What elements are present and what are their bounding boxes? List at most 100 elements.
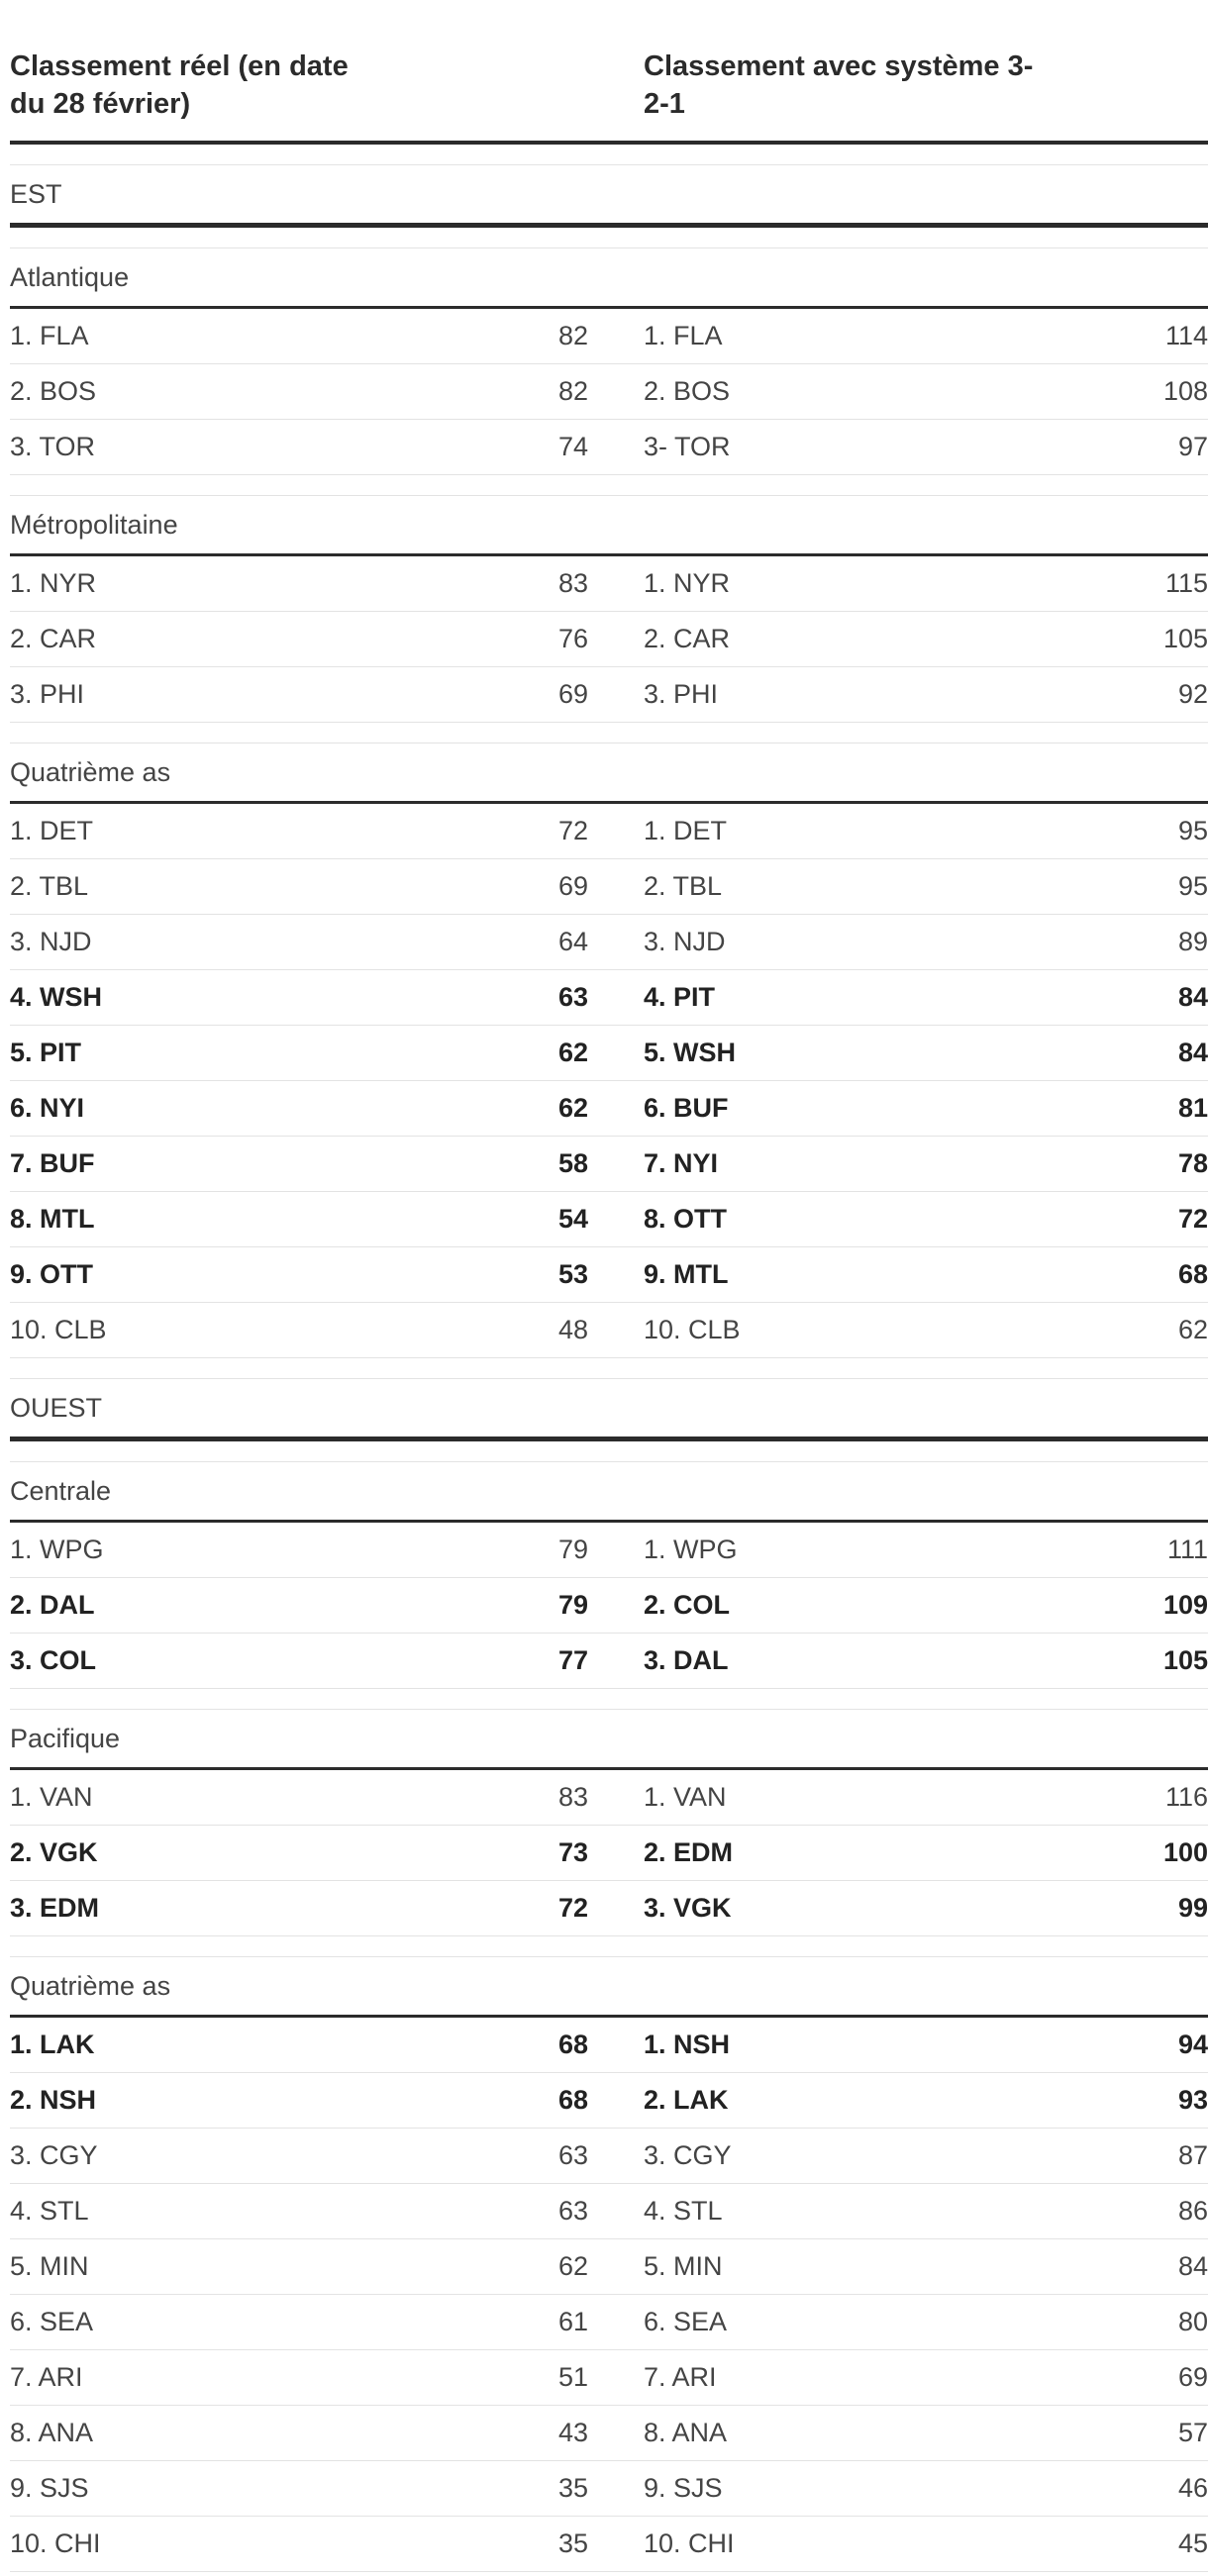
actual-team: 2. NSH: [10, 2085, 97, 2115]
system-points: 72: [1177, 1204, 1208, 1234]
actual-team: 4. WSH: [10, 982, 103, 1012]
actual-points: 63: [557, 2140, 588, 2170]
table-row: 9. SJS 35 9. SJS 46: [10, 2461, 1208, 2517]
actual-points: 63: [557, 982, 588, 1012]
system-points: 116: [1164, 1782, 1208, 1812]
table-row: 1. FLA 82 1. FLA 114: [10, 309, 1208, 364]
actual-points: 63: [557, 2196, 588, 2226]
table-row: 3. TOR 74 3- TOR 97: [10, 420, 1208, 475]
system-team: 3- TOR: [644, 432, 731, 461]
table-row: 2. DAL 79 2. COL 109: [10, 1578, 1208, 1634]
actual-team: 2. TBL: [10, 871, 89, 901]
actual-points: 82: [557, 376, 588, 406]
actual-points: 69: [557, 871, 588, 901]
system-team: 8. OTT: [644, 1204, 728, 1234]
table-row: 2. TBL 69 2. TBL 95: [10, 859, 1208, 915]
table-row: 3. NJD 64 3. NJD 89: [10, 915, 1208, 970]
system-points: 87: [1177, 2140, 1208, 2170]
system-points: 99: [1177, 1893, 1208, 1923]
table-row: 2. BOS 82 2. BOS 108: [10, 364, 1208, 420]
actual-team: 3. NJD: [10, 927, 92, 956]
system-points: 95: [1177, 871, 1208, 901]
system-points: 114: [1164, 321, 1208, 350]
table-row: 2. NSH 68 2. LAK 93: [10, 2073, 1208, 2129]
system-points: 80: [1177, 2307, 1208, 2336]
system-team: 7. NYI: [644, 1148, 719, 1178]
actual-points: 51: [557, 2362, 588, 2392]
actual-team: 10. CHI: [10, 2528, 101, 2558]
actual-points: 69: [557, 679, 588, 709]
actual-points: 35: [557, 2473, 588, 2503]
table-row: 6. SEA 61 6. SEA 80: [10, 2295, 1208, 2350]
division-heading: Atlantique: [10, 248, 1208, 309]
system-points: 92: [1177, 679, 1208, 709]
actual-team: 7. ARI: [10, 2362, 83, 2392]
system-team: 3. NJD: [644, 927, 726, 956]
system-team: 4. PIT: [644, 982, 716, 1012]
actual-team: 3. TOR: [10, 432, 96, 461]
actual-points: 79: [557, 1590, 588, 1620]
table-row: 10. CHI 35 10. CHI 45: [10, 2517, 1208, 2572]
table-row: 1. WPG 79 1. WPG 111: [10, 1523, 1208, 1578]
system-team: 6. SEA: [644, 2307, 728, 2336]
table-row: 4. WSH 63 4. PIT 84: [10, 970, 1208, 1026]
table-body: EST Atlantique 1. FLA 82 1. FLA 114 2. BOS 82 2.…: [10, 164, 1208, 2572]
actual-team: 5. PIT: [10, 1038, 82, 1067]
table-row: 4. STL 63 4. STL 86: [10, 2184, 1208, 2239]
system-points: 84: [1177, 982, 1208, 1012]
system-points: 105: [1162, 624, 1208, 653]
actual-team: 1. WPG: [10, 1535, 104, 1564]
division-heading: Métropolitaine: [10, 495, 1208, 556]
system-team: 9. MTL: [644, 1259, 729, 1289]
actual-points: 72: [557, 1893, 588, 1923]
actual-team: 6. SEA: [10, 2307, 94, 2336]
system-team: 10. CHI: [644, 2528, 735, 2558]
table-row: 3. CGY 63 3. CGY 87: [10, 2129, 1208, 2184]
table-row: 2. VGK 73 2. EDM 100: [10, 1826, 1208, 1881]
actual-team: 2. CAR: [10, 624, 97, 653]
system-points: 94: [1177, 2030, 1208, 2059]
actual-team: 5. MIN: [10, 2251, 89, 2281]
actual-team: 2. VGK: [10, 1837, 98, 1867]
table-row: 7. BUF 58 7. NYI 78: [10, 1137, 1208, 1192]
actual-team: 9. OTT: [10, 1259, 94, 1289]
table-row: 5. PIT 62 5. WSH 84: [10, 1026, 1208, 1081]
system-team: 2. COL: [644, 1590, 731, 1620]
system-points: 78: [1177, 1148, 1208, 1178]
actual-points: 62: [557, 2251, 588, 2281]
system-points: 46: [1177, 2473, 1208, 2503]
actual-points: 72: [557, 816, 588, 845]
table-row: 2. CAR 76 2. CAR 105: [10, 612, 1208, 667]
actual-points: 58: [557, 1148, 588, 1178]
actual-points: 62: [557, 1038, 588, 1067]
header-system-standings: Classement avec système 3-2-1: [644, 50, 1034, 120]
table-row: 3. EDM 72 3. VGK 99: [10, 1881, 1208, 1936]
table-row: 1. DET 72 1. DET 95: [10, 804, 1208, 859]
system-points: 57: [1177, 2418, 1208, 2447]
table-row: 9. OTT 53 9. MTL 68: [10, 1247, 1208, 1303]
system-team: 3. DAL: [644, 1645, 729, 1675]
system-team: 1. WPG: [644, 1535, 738, 1564]
actual-team: 2. BOS: [10, 376, 97, 406]
system-team: 3. VGK: [644, 1893, 732, 1923]
system-points: 111: [1166, 1535, 1208, 1564]
actual-team: 1. VAN: [10, 1782, 93, 1812]
system-points: 84: [1177, 2251, 1208, 2281]
table-row: 5. MIN 62 5. MIN 84: [10, 2239, 1208, 2295]
system-points: 86: [1177, 2196, 1208, 2226]
actual-points: 77: [557, 1645, 588, 1675]
system-points: 100: [1162, 1837, 1208, 1867]
system-team: 5. MIN: [644, 2251, 723, 2281]
actual-team: 6. NYI: [10, 1093, 85, 1123]
actual-team: 2. DAL: [10, 1590, 95, 1620]
table-row: 3. COL 77 3. DAL 105: [10, 1634, 1208, 1689]
actual-points: 79: [557, 1535, 588, 1564]
system-points: 115: [1164, 568, 1208, 598]
actual-points: 68: [557, 2030, 588, 2059]
system-team: 2. LAK: [644, 2085, 729, 2115]
system-team: 2. CAR: [644, 624, 731, 653]
actual-team: 3. PHI: [10, 679, 85, 709]
system-points: 68: [1177, 1259, 1208, 1289]
table-row: 1. LAK 68 1. NSH 94: [10, 2018, 1208, 2073]
system-points: 69: [1177, 2362, 1208, 2392]
